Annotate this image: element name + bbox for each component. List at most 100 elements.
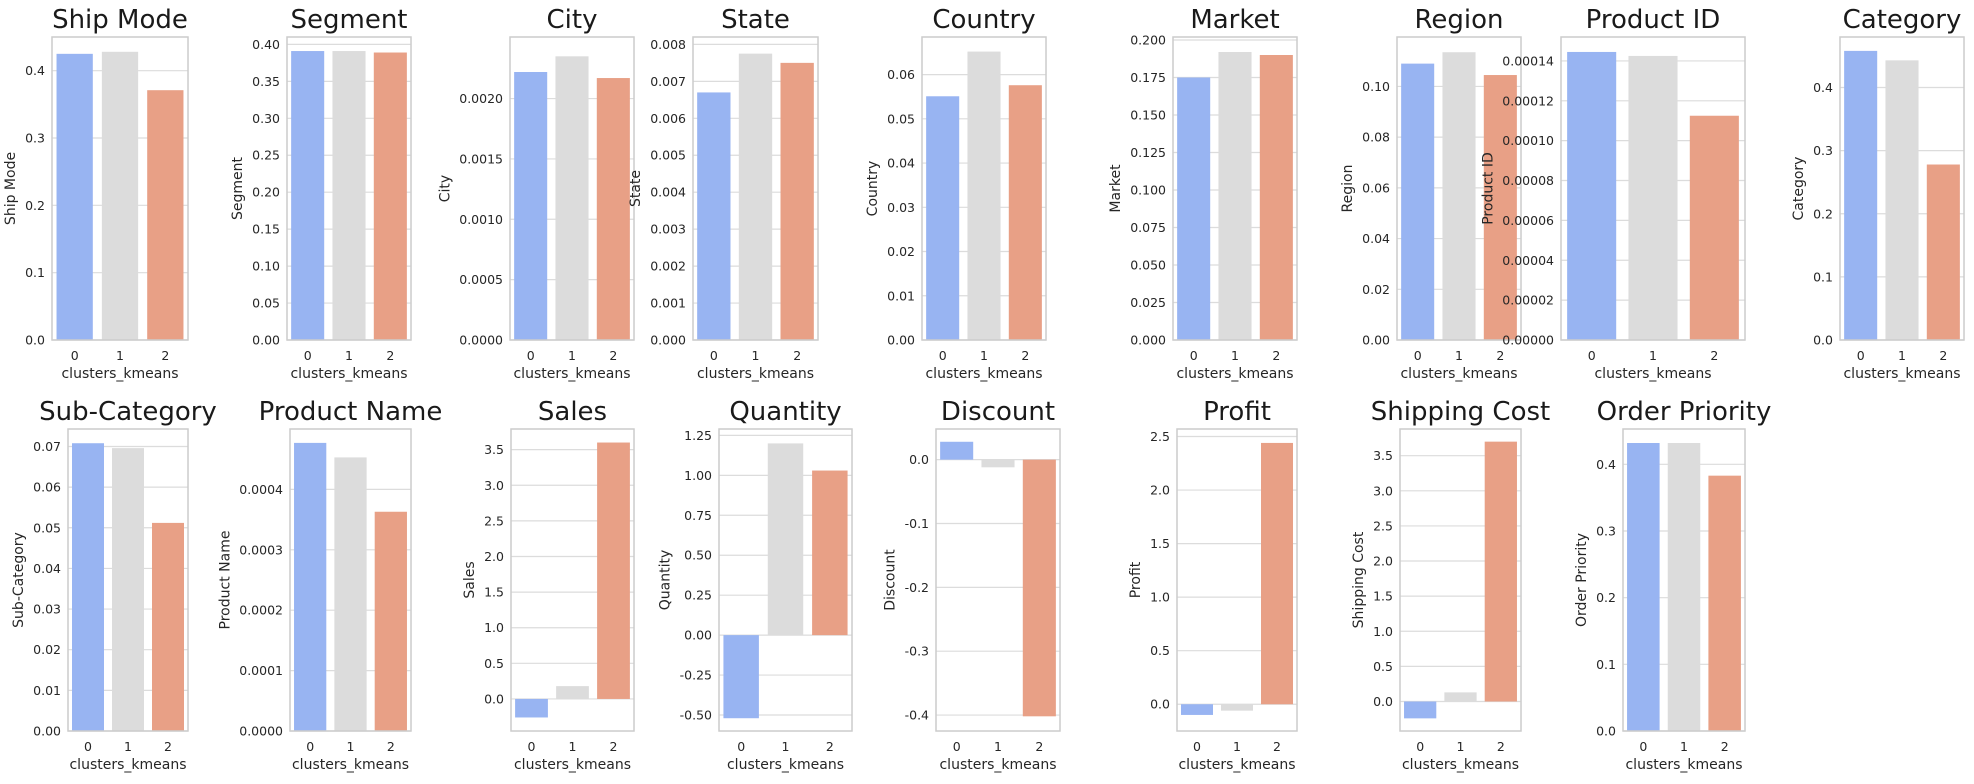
bar-cluster-2 [1022,459,1056,717]
y-tick-label: 0.0010 [459,212,503,227]
y-tick-label: 0.40 [252,37,280,52]
panel-title: Sales [538,397,607,427]
y-tick-label: 0.35 [252,74,280,89]
x-tick-label: 0 [84,739,92,754]
y-tick-label: 1.5 [484,585,504,600]
bar-cluster-2 [373,52,407,341]
x-tick-label: 2 [1273,739,1281,754]
y-axis-label: Segment [230,156,246,220]
y-tick-label: 2.5 [1373,518,1393,533]
x-axis-label: clusters_kmeans [513,366,630,382]
panel-discount: -0.4 -0.3 -0.2 -0.1 0.0 0 1 2 clusters_kmeans Dis… [883,397,1061,773]
y-tick-label: 0.50 [684,548,712,563]
y-tick-label: 0.00 [33,724,61,739]
panel-product-id: 0.00000 0.00002 0.00004 0.00006 0.00008 0.000… [1480,5,1746,382]
y-tick-label: 2.5 [484,513,504,528]
y-tick-label: 3.0 [1373,483,1393,498]
x-tick-label: 1 [980,348,988,363]
bar-cluster-1 [967,51,1001,341]
x-axis-label: clusters_kmeans [697,366,814,382]
bar-cluster-2 [596,78,630,340]
y-tick-label: 0.050 [1130,258,1166,273]
x-tick-label: 0 [71,348,79,363]
y-tick-label: 0.0 [1150,697,1170,712]
bar-cluster-1 [1442,52,1476,341]
y-tick-label: 0.006 [650,111,686,126]
panel-title: Order Priority [1597,397,1772,427]
panel-profit: 0.0 0.5 1.0 1.5 2.0 2.5 0 1 2 clusters_kmeans Prof… [1128,397,1298,773]
panel-country: 0.00 0.01 0.02 0.03 0.04 0.05 0.06 0 1 2 clusters_… [865,5,1047,382]
y-tick-label: 0.04 [1362,231,1390,246]
x-axis-label: clusters_kmeans [1400,366,1517,382]
x-axis-label: clusters_kmeans [514,757,631,773]
y-tick-label: 0.06 [1362,180,1390,195]
y-tick-label: 0.01 [887,288,915,303]
bar-cluster-1 [738,53,773,340]
y-tick-label: 0.0 [909,452,929,467]
x-tick-label: 0 [710,348,718,363]
x-axis-label: clusters_kmeans [1402,757,1519,773]
plot-frame [692,36,819,341]
y-tick-label: 0.2 [1596,590,1616,605]
bar-cluster-0 [1181,704,1213,715]
x-tick-label: 0 [737,739,745,754]
panel-ship-mode: 0.0 0.1 0.2 0.3 0.4 0 1 2 clusters_kmeans Ship Mo… [3,5,189,382]
y-tick-label: -0.4 [905,708,929,723]
y-tick-label: 0.0001 [239,663,283,678]
y-axis-label: Profit [1128,561,1144,598]
y-tick-label: 2.0 [1150,483,1170,498]
y-tick-label: 2.0 [484,549,504,564]
panel-shipping-cost: 0.0 0.5 1.0 1.5 2.0 2.5 3.0 3.5 0 1 2 clusters_kmea… [1351,397,1550,773]
panel-title: Discount [941,397,1055,427]
panel-title: Segment [291,5,408,35]
y-tick-label: 1.5 [1373,589,1393,604]
bar-cluster-1 [1444,692,1477,702]
y-tick-label: 0.3 [25,131,45,146]
y-tick-label: -0.3 [905,644,929,659]
x-tick-label: 2 [610,739,618,754]
bar-cluster-1 [1667,443,1701,731]
bar-cluster-2 [147,90,184,341]
panel-title: Shipping Cost [1371,397,1551,427]
y-tick-label: 3.0 [484,478,504,493]
y-tick-label: 0.200 [1130,33,1166,48]
plot-frame [1172,36,1298,341]
y-tick-label: 0.03 [33,602,61,617]
y-tick-label: 0.05 [887,111,915,126]
x-axis-label: clusters_kmeans [925,366,1042,382]
panel-title: Region [1414,5,1503,35]
x-tick-label: 0 [1193,739,1201,754]
bar-cluster-0 [1627,443,1660,731]
panel-city: 0.0000 0.0005 0.0010 0.0015 0.0020 0 1 2 cluster… [437,5,635,382]
y-axis-label: Discount [883,549,899,611]
plot-frame [1396,36,1522,341]
y-tick-label: 0.0000 [459,333,503,348]
x-tick-label: 0 [528,739,536,754]
plot-frame [1839,36,1965,341]
bar-cluster-1 [334,457,367,731]
y-tick-label: 0.02 [887,244,915,259]
y-tick-label: -0.2 [905,580,929,595]
y-tick-label: 0.75 [684,508,712,523]
x-tick-label: 1 [782,739,790,754]
y-axis-label: Category [1791,157,1807,221]
y-axis-label: Quantity [658,550,674,611]
y-tick-label: 0.0 [25,333,45,348]
x-axis-label: clusters_kmeans [1625,757,1742,773]
y-tick-label: 2.0 [1373,554,1393,569]
x-tick-label: 0 [1416,739,1424,754]
bar-cluster-0 [1567,51,1617,341]
y-tick-label: 1.0 [484,620,504,635]
x-axis-label: clusters_kmeans [1594,366,1711,382]
y-tick-label: 0.0 [1813,333,1833,348]
y-tick-label: 0.0 [1596,724,1616,739]
y-axis-label: City [437,175,453,202]
bar-cluster-1 [556,686,589,699]
x-tick-label: 2 [1710,348,1718,363]
x-tick-label: 0 [1639,739,1647,754]
x-tick-label: 2 [164,739,172,754]
bar-cluster-2 [597,442,630,699]
y-tick-label: 0.02 [1362,282,1390,297]
y-tick-label: 0.0005 [459,272,503,287]
